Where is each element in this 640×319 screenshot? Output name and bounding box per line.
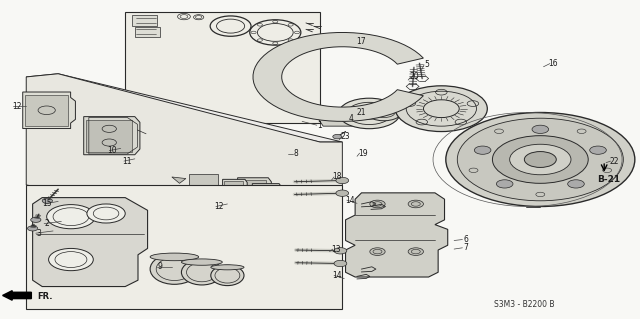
Polygon shape xyxy=(223,179,247,200)
Circle shape xyxy=(524,152,556,167)
Text: 2: 2 xyxy=(45,219,50,228)
Circle shape xyxy=(334,248,347,254)
Text: 14: 14 xyxy=(345,196,355,205)
Text: 23: 23 xyxy=(340,132,350,141)
Text: 12: 12 xyxy=(12,102,21,111)
Text: FR.: FR. xyxy=(38,292,53,301)
FancyArrow shape xyxy=(3,291,31,300)
Text: S3M3 - B2200 B: S3M3 - B2200 B xyxy=(494,300,555,308)
Polygon shape xyxy=(317,117,368,126)
Circle shape xyxy=(446,113,635,206)
Text: 1: 1 xyxy=(317,121,323,130)
Circle shape xyxy=(532,125,548,133)
Circle shape xyxy=(49,249,93,271)
Polygon shape xyxy=(346,193,448,277)
Circle shape xyxy=(336,177,349,184)
Polygon shape xyxy=(33,197,148,286)
Circle shape xyxy=(492,136,588,183)
Polygon shape xyxy=(172,177,186,183)
Ellipse shape xyxy=(211,265,244,270)
Text: B-21: B-21 xyxy=(597,175,620,184)
Circle shape xyxy=(31,217,41,222)
Circle shape xyxy=(47,204,95,229)
Text: 19: 19 xyxy=(358,149,367,158)
Polygon shape xyxy=(189,174,218,185)
Text: 9: 9 xyxy=(158,262,163,271)
Ellipse shape xyxy=(181,259,222,265)
Circle shape xyxy=(28,226,38,231)
Circle shape xyxy=(458,118,623,201)
Polygon shape xyxy=(26,74,342,250)
Circle shape xyxy=(339,98,400,129)
Polygon shape xyxy=(240,180,266,203)
Text: 11: 11 xyxy=(122,157,132,166)
Polygon shape xyxy=(255,186,277,206)
Circle shape xyxy=(333,134,342,139)
Polygon shape xyxy=(25,95,68,126)
Polygon shape xyxy=(132,15,157,26)
Text: 18: 18 xyxy=(333,173,342,182)
Polygon shape xyxy=(237,178,271,205)
Polygon shape xyxy=(23,92,76,129)
Polygon shape xyxy=(225,181,243,198)
Text: 14: 14 xyxy=(332,271,342,280)
Text: 22: 22 xyxy=(609,157,618,166)
Text: 21: 21 xyxy=(356,108,366,117)
Polygon shape xyxy=(252,184,282,208)
Text: 4: 4 xyxy=(348,114,353,123)
Circle shape xyxy=(396,86,487,131)
Text: 16: 16 xyxy=(548,59,558,68)
Circle shape xyxy=(589,146,606,154)
Text: 13: 13 xyxy=(331,245,340,254)
Circle shape xyxy=(370,200,385,208)
Text: 6: 6 xyxy=(463,235,468,244)
Circle shape xyxy=(87,204,125,223)
Circle shape xyxy=(42,198,52,203)
Text: 12: 12 xyxy=(214,202,224,211)
Circle shape xyxy=(358,108,381,119)
Text: 20: 20 xyxy=(410,72,419,81)
Text: 8: 8 xyxy=(293,149,298,158)
Circle shape xyxy=(334,260,347,267)
Text: 10: 10 xyxy=(108,146,117,155)
Text: 15: 15 xyxy=(42,199,52,208)
Circle shape xyxy=(336,190,349,197)
Circle shape xyxy=(497,180,513,188)
Circle shape xyxy=(366,103,402,121)
Ellipse shape xyxy=(150,253,198,261)
Polygon shape xyxy=(84,117,140,155)
Circle shape xyxy=(408,200,424,208)
Ellipse shape xyxy=(211,265,244,286)
Polygon shape xyxy=(135,27,161,37)
Polygon shape xyxy=(86,120,132,152)
Text: 5: 5 xyxy=(425,60,429,69)
Circle shape xyxy=(408,248,424,256)
Polygon shape xyxy=(125,12,320,123)
Circle shape xyxy=(370,248,385,256)
Circle shape xyxy=(509,144,571,175)
Circle shape xyxy=(474,146,491,154)
Text: 3: 3 xyxy=(36,229,42,238)
Polygon shape xyxy=(26,185,342,309)
Text: 7: 7 xyxy=(463,243,468,252)
Polygon shape xyxy=(26,74,342,142)
Text: 17: 17 xyxy=(356,37,366,46)
Ellipse shape xyxy=(181,260,222,285)
Ellipse shape xyxy=(150,254,198,284)
Polygon shape xyxy=(253,33,424,121)
Circle shape xyxy=(568,180,584,188)
